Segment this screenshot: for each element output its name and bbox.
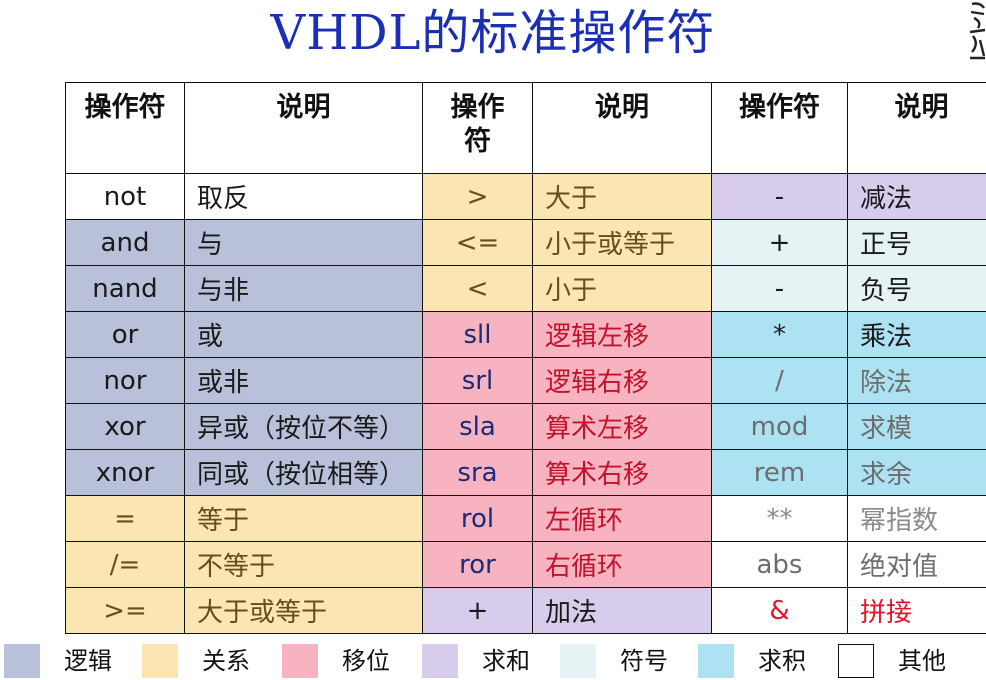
description-cell: 逻辑右移 [532,357,712,404]
operator-cell: ror [422,541,533,588]
description-cell: 大于 [532,173,712,220]
header-operator: 操作符 [711,82,848,174]
header-operator: 操作符 [422,82,533,174]
description-cell: 或非 [184,357,423,404]
description-cell: 幂指数 [847,495,986,542]
operator-cell: >= [65,587,185,634]
operator-cell: xnor [65,449,185,496]
operator-cell: rem [711,449,848,496]
description-cell: 与非 [184,265,423,312]
description-cell: 绝对值 [847,541,986,588]
operator-cell: = [65,495,185,542]
legend-swatch [560,644,596,678]
legend-label: 逻辑 [64,647,112,675]
description-cell: 等于 [184,495,423,542]
operator-cell: - [711,173,848,220]
table-row: and 与 <= 小于或等于 + 正号 [65,219,986,266]
operator-cell: abs [711,541,848,588]
operator-cell: xor [65,403,185,450]
operator-cell: - [711,265,848,312]
description-cell: 与 [184,219,423,266]
operator-cell: not [65,173,185,220]
table-header-row: 操作符 说明 操作符 说明 操作符 说明 [65,82,986,174]
logo-icon [969,2,986,60]
operator-cell: sla [422,403,533,450]
description-cell: 或 [184,311,423,358]
operator-cell: sll [422,311,533,358]
legend-swatch [282,644,318,678]
description-cell: 乘法 [847,311,986,358]
legend-label: 移位 [342,647,390,675]
operator-cell: & [711,587,848,634]
operator-cell: mod [711,403,848,450]
legend-swatch [142,644,178,678]
operator-cell: srl [422,357,533,404]
description-cell: 算术左移 [532,403,712,450]
table-row: /= 不等于 ror 右循环 abs 绝对值 [65,541,986,588]
table-row: not 取反 > 大于 - 减法 [65,173,986,220]
operator-cell: <= [422,219,533,266]
description-cell: 正号 [847,219,986,266]
operator-cell: < [422,265,533,312]
legend-label: 求和 [482,647,530,675]
table-row: or 或 sll 逻辑左移 * 乘法 [65,311,986,358]
table-row: xnor 同或（按位相等） sra 算术右移 rem 求余 [65,449,986,496]
legend-label: 求积 [758,647,806,675]
header-description: 说明 [532,82,712,174]
description-cell: 小于 [532,265,712,312]
description-cell: 加法 [532,587,712,634]
legend-label: 其他 [898,647,946,675]
operator-cell: or [65,311,185,358]
table-row: nand 与非 < 小于 - 负号 [65,265,986,312]
table-body: not 取反 > 大于 - 减法 and 与 <= 小于或等于 + 正号 nand 与非 < 小于 - 负号 or 或… [65,173,986,634]
operator-cell: / [711,357,848,404]
description-cell: 拼接 [847,587,986,634]
legend-swatch [422,644,458,678]
description-cell: 减法 [847,173,986,220]
page-title: VHDL的标准操作符 [270,5,716,61]
header-operator: 操作符 [65,82,185,174]
operator-cell: /= [65,541,185,588]
color-legend: 逻辑 关系 移位 求和 符号 求积 其他 [0,640,986,680]
legend-label: 符号 [620,647,668,675]
legend-label: 关系 [202,647,250,675]
operator-cell: ** [711,495,848,542]
operator-cell: rol [422,495,533,542]
description-cell: 求余 [847,449,986,496]
operator-cell: + [422,587,533,634]
description-cell: 不等于 [184,541,423,588]
description-cell: 逻辑左移 [532,311,712,358]
operator-cell: > [422,173,533,220]
operator-cell: * [711,311,848,358]
description-cell: 除法 [847,357,986,404]
header-operator-line: 符 [464,126,491,157]
description-cell: 负号 [847,265,986,312]
table-row: xor 异或（按位不等） sla 算术左移 mod 求模 [65,403,986,450]
description-cell: 左循环 [532,495,712,542]
legend-swatch [838,644,874,678]
header-operator-line: 操作 [450,92,505,123]
description-cell: 小于或等于 [532,219,712,266]
legend-swatch [4,644,40,678]
table-row: nor 或非 srl 逻辑右移 / 除法 [65,357,986,404]
operator-cell: nand [65,265,185,312]
table-row: >= 大于或等于 + 加法 & 拼接 [65,587,986,634]
description-cell: 大于或等于 [184,587,423,634]
description-cell: 同或（按位相等） [184,449,423,496]
operator-table: 操作符 说明 操作符 说明 操作符 说明 not 取反 > 大于 - 减法 and 与 <= 小于… [65,82,986,634]
operator-cell: and [65,219,185,266]
legend-swatch [698,644,734,678]
header-description: 说明 [184,82,423,174]
operator-cell: sra [422,449,533,496]
operator-cell: nor [65,357,185,404]
operator-cell: + [711,219,848,266]
header-description: 说明 [847,82,986,174]
description-cell: 异或（按位不等） [184,403,423,450]
table-row: = 等于 rol 左循环 ** 幂指数 [65,495,986,542]
description-cell: 求模 [847,403,986,450]
description-cell: 右循环 [532,541,712,588]
description-cell: 取反 [184,173,423,220]
description-cell: 算术右移 [532,449,712,496]
